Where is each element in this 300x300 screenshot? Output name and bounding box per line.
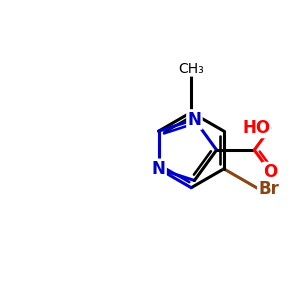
Text: N: N bbox=[152, 160, 166, 178]
Text: N: N bbox=[188, 110, 201, 128]
Text: HO: HO bbox=[242, 119, 271, 137]
Text: CH₃: CH₃ bbox=[178, 61, 204, 76]
Text: Br: Br bbox=[258, 180, 279, 198]
Text: O: O bbox=[263, 163, 278, 181]
